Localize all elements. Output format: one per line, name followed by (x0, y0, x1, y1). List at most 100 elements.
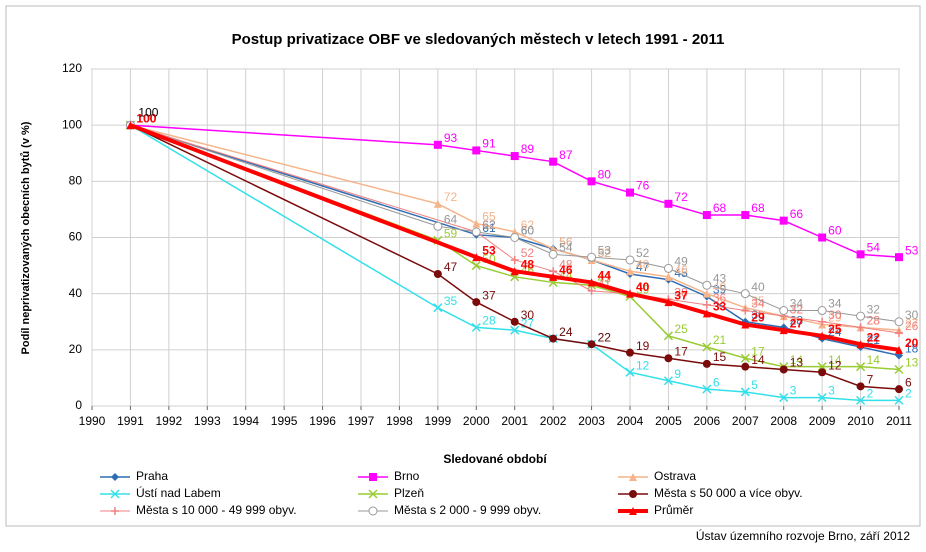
data-label: 12 (828, 358, 842, 372)
marker (741, 362, 750, 371)
marker (587, 286, 596, 295)
data-label: 60 (828, 224, 842, 238)
marker (663, 331, 673, 341)
marker (895, 253, 903, 262)
data-label: 35 (444, 294, 458, 308)
legend-marker (110, 489, 120, 499)
data-label: 100 (138, 105, 158, 119)
x-tick-label: 2006 (694, 414, 721, 428)
marker (663, 376, 673, 386)
marker (472, 146, 481, 155)
x-tick-label: 2005 (655, 414, 682, 428)
marker (433, 303, 443, 313)
data-label: 91 (482, 137, 496, 151)
marker (626, 348, 634, 357)
data-label: 7 (867, 373, 874, 387)
y-axis-label: Podíl neprivatizovaných obecních bytů (v… (20, 121, 32, 354)
data-label: 72 (674, 190, 688, 204)
data-label: 25 (674, 322, 688, 336)
marker (510, 255, 519, 264)
data-label: 38 (674, 285, 688, 299)
data-label: 68 (713, 201, 727, 215)
data-label: 5 (751, 378, 758, 392)
x-tick-label: 2008 (770, 414, 797, 428)
data-label: 56 (559, 235, 573, 249)
marker (472, 219, 481, 228)
data-label: 93 (444, 131, 458, 145)
data-label: 100 (136, 111, 156, 125)
data-label: 30 (521, 308, 535, 322)
series-line (130, 124, 899, 402)
data-label: 54 (867, 241, 881, 255)
data-label: 66 (790, 207, 804, 221)
data-label: 60 (521, 224, 535, 238)
legend-label: Ústí nad Labem (136, 485, 221, 500)
data-label: 72 (444, 190, 458, 204)
marker (664, 199, 673, 208)
data-label: 32 (867, 302, 881, 316)
data-label: 100 (136, 111, 156, 125)
marker (702, 309, 711, 318)
marker (549, 334, 558, 343)
source-note: Ústav územního rozvoje Brno, září 2012 (696, 528, 910, 543)
marker (433, 199, 442, 208)
data-label: 3 (828, 384, 835, 398)
data-label: 53 (905, 243, 919, 257)
data-label: 54 (559, 241, 573, 255)
y-tick-label: 80 (69, 174, 83, 188)
marker (779, 365, 788, 374)
x-tick-label: 1996 (309, 414, 336, 428)
x-tick-label: 2009 (809, 414, 836, 428)
marker (471, 227, 481, 237)
data-label: 22 (598, 330, 612, 344)
data-label: 43 (713, 271, 727, 285)
y-tick-label: 20 (69, 342, 83, 356)
chart-title: Postup privatizace OBF ve sledovaných mě… (232, 31, 725, 48)
x-tick-label: 1990 (79, 414, 106, 428)
x-tick-label: 2003 (578, 414, 605, 428)
data-label: 39 (713, 283, 727, 297)
marker (471, 322, 481, 332)
data-label: 100 (136, 111, 156, 125)
data-label: 40 (751, 280, 765, 294)
data-label: 100 (136, 111, 156, 125)
marker (510, 152, 519, 161)
x-tick-label: 2002 (540, 414, 567, 428)
x-tick-label: 2000 (463, 414, 490, 428)
legend-label: Brno (394, 469, 420, 483)
data-label: 53 (598, 243, 612, 257)
marker (626, 188, 634, 197)
marker (856, 250, 865, 259)
data-label: 17 (751, 344, 765, 358)
data-label: 9 (674, 367, 681, 381)
marker (126, 121, 135, 130)
data-label: 27 (905, 316, 919, 330)
data-label: 22 (598, 330, 612, 344)
x-tick-label: 2011 (886, 414, 912, 428)
legend-marker (629, 490, 637, 498)
data-label: 34 (790, 297, 804, 311)
y-tick-label: 0 (75, 398, 82, 412)
legend-marker (368, 506, 378, 516)
marker (472, 253, 481, 262)
legend-marker (111, 473, 119, 481)
y-tick-label: 40 (69, 286, 83, 300)
data-label: 46 (559, 263, 573, 277)
marker (779, 393, 789, 403)
y-tick-label: 120 (62, 61, 82, 75)
legend-label: Ostrava (654, 469, 696, 483)
marker (818, 331, 827, 340)
marker (894, 364, 904, 375)
data-label: 60 (521, 224, 535, 238)
marker (472, 298, 481, 307)
data-label: 89 (521, 142, 535, 156)
marker (549, 272, 558, 281)
marker (741, 320, 750, 329)
legend-marker (368, 489, 378, 499)
marker (548, 249, 558, 259)
data-label: 76 (636, 179, 650, 193)
legend-label: Města s 50 000 a více obyv. (654, 486, 803, 500)
data-label: 61 (482, 221, 496, 235)
